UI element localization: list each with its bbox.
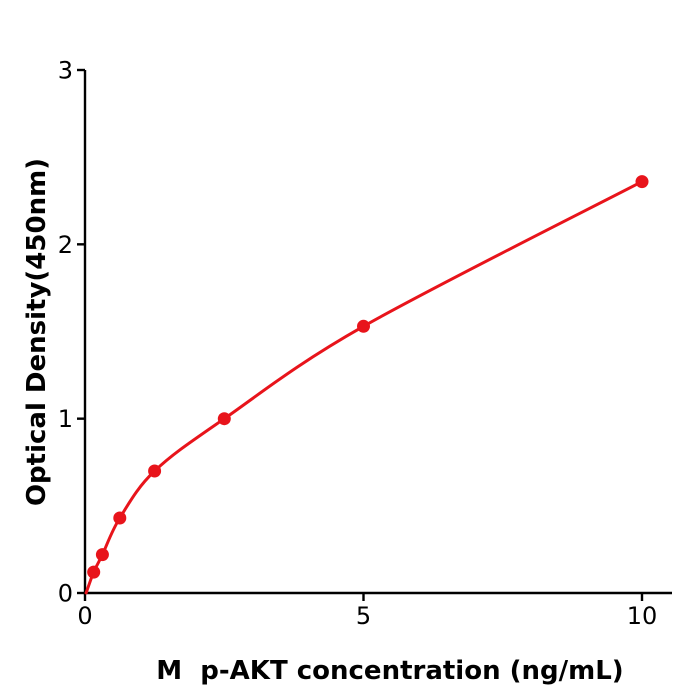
data-point [148,464,162,478]
y-tick-label: 0 [58,580,73,608]
fit-curve-path [84,180,644,595]
axes [83,70,672,595]
data-point [635,175,649,189]
tick-labels: 0 5 10 0 1 2 3 [58,57,658,631]
x-tick-label: 5 [356,602,371,630]
y-tick-label: 3 [58,57,73,85]
data-point [87,565,101,579]
axis-ticks [77,68,644,601]
data-point [113,511,127,525]
y-tick-label: 2 [58,231,73,259]
x-tick-label: 10 [627,602,658,630]
x-tick-label: 0 [77,602,92,630]
y-tick-label: 1 [58,405,73,433]
data-point [357,319,370,333]
fit-curve [84,180,644,595]
x-axis-label: M p-AKT concentration (ng/mL) [156,656,623,686]
data-point [95,548,109,562]
data-points [87,175,649,579]
y-axis-label: Optical Density(450nm) [22,158,52,506]
data-point [217,412,231,426]
